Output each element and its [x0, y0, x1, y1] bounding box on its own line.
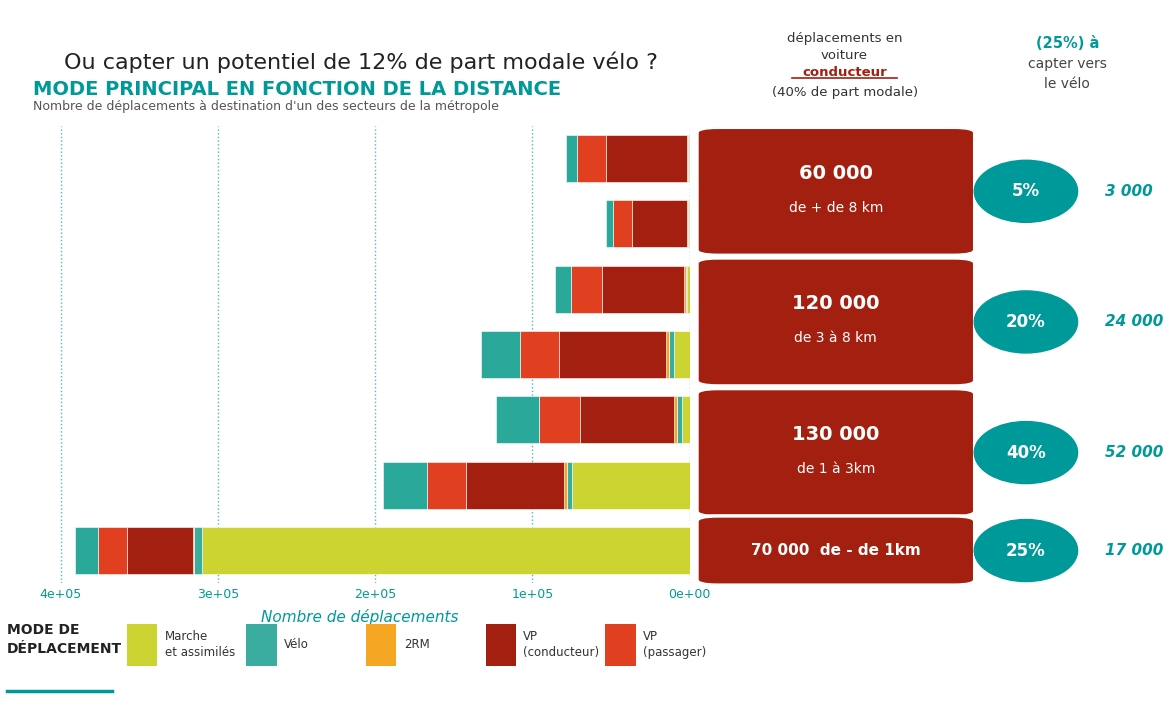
Text: déplacements en: déplacements en	[787, 32, 902, 45]
FancyBboxPatch shape	[697, 258, 975, 386]
Text: de 1 à 3km: de 1 à 3km	[796, 462, 876, 476]
Text: 20%: 20%	[1007, 313, 1046, 331]
Ellipse shape	[974, 161, 1078, 222]
Text: 52 000: 52 000	[1106, 445, 1164, 460]
Bar	[577, 135, 606, 182]
Bar	[539, 397, 580, 444]
Bar	[485, 624, 516, 665]
Text: (25%) à: (25%) à	[1036, 36, 1099, 51]
Bar	[606, 135, 687, 182]
Text: 60 000: 60 000	[798, 163, 873, 183]
Text: le vélo: le vélo	[1044, 77, 1091, 91]
Ellipse shape	[974, 291, 1078, 353]
Text: VP
(conducteur): VP (conducteur)	[524, 630, 600, 660]
Text: 3 000: 3 000	[1106, 184, 1153, 199]
Text: 130 000: 130 000	[793, 425, 879, 444]
Text: 70 000  de - de 1km: 70 000 de - de 1km	[750, 543, 921, 558]
Bar	[193, 527, 194, 574]
Text: MODE DE
DÉPLACEMENT: MODE DE DÉPLACEMENT	[7, 624, 123, 656]
Bar	[567, 462, 572, 509]
Text: Marche
et assimilés: Marche et assimilés	[165, 630, 235, 660]
Bar	[383, 462, 427, 509]
Bar	[580, 397, 675, 444]
Bar	[570, 266, 602, 312]
FancyBboxPatch shape	[697, 389, 975, 516]
Bar	[555, 266, 570, 312]
Text: conducteur: conducteur	[802, 66, 887, 79]
Bar	[497, 397, 539, 444]
Bar	[686, 266, 690, 312]
Text: 17 000: 17 000	[1106, 543, 1164, 558]
Text: voiture: voiture	[821, 49, 869, 62]
Text: 120 000: 120 000	[793, 294, 879, 313]
Text: Nombre de déplacements à destination d'un des secteurs de la métropole: Nombre de déplacements à destination d'u…	[33, 100, 499, 113]
FancyBboxPatch shape	[697, 516, 975, 585]
Text: (40% de part modale): (40% de part modale)	[772, 86, 918, 99]
Bar	[566, 135, 577, 182]
Text: de + de 8 km: de + de 8 km	[789, 201, 883, 215]
Bar	[602, 266, 684, 312]
Bar	[666, 331, 670, 378]
Bar	[675, 397, 677, 444]
Bar	[466, 462, 563, 509]
Text: VP
(passager): VP (passager)	[643, 630, 706, 660]
Text: capter vers: capter vers	[1028, 57, 1107, 71]
Bar	[520, 331, 559, 378]
Text: de 3 à 8 km: de 3 à 8 km	[795, 331, 877, 346]
Text: 5%: 5%	[1012, 182, 1040, 200]
FancyBboxPatch shape	[697, 127, 975, 256]
Bar	[75, 527, 98, 574]
Ellipse shape	[974, 421, 1078, 484]
Ellipse shape	[974, 520, 1078, 582]
Text: MODE PRINCIPAL EN FONCTION DE LA DISTANCE: MODE PRINCIPAL EN FONCTION DE LA DISTANC…	[33, 81, 561, 99]
Bar	[366, 624, 396, 665]
Text: Vélo: Vélo	[284, 639, 309, 652]
Bar	[480, 331, 520, 378]
Bar	[614, 200, 632, 248]
Bar	[126, 527, 193, 574]
Bar	[247, 624, 277, 665]
Text: 24 000: 24 000	[1106, 315, 1164, 330]
Bar	[632, 200, 687, 248]
Text: 40%: 40%	[1007, 444, 1046, 462]
Bar	[606, 200, 614, 248]
Text: 2RM: 2RM	[403, 639, 429, 652]
X-axis label: Nombre de déplacements: Nombre de déplacements	[261, 609, 458, 626]
Bar	[98, 527, 126, 574]
Bar	[682, 397, 690, 444]
Bar	[677, 397, 682, 444]
Bar	[427, 462, 466, 509]
Bar	[675, 331, 690, 378]
Bar	[572, 462, 690, 509]
Bar	[202, 527, 690, 574]
Text: Ou capter un potentiel de 12% de part modale vélo ?: Ou capter un potentiel de 12% de part mo…	[64, 52, 658, 73]
Text: 25%: 25%	[1007, 541, 1046, 559]
Bar	[126, 624, 158, 665]
Bar	[563, 462, 567, 509]
Bar	[559, 331, 666, 378]
Bar	[684, 266, 686, 312]
Bar	[194, 527, 202, 574]
Bar	[670, 331, 675, 378]
Bar	[606, 624, 636, 665]
